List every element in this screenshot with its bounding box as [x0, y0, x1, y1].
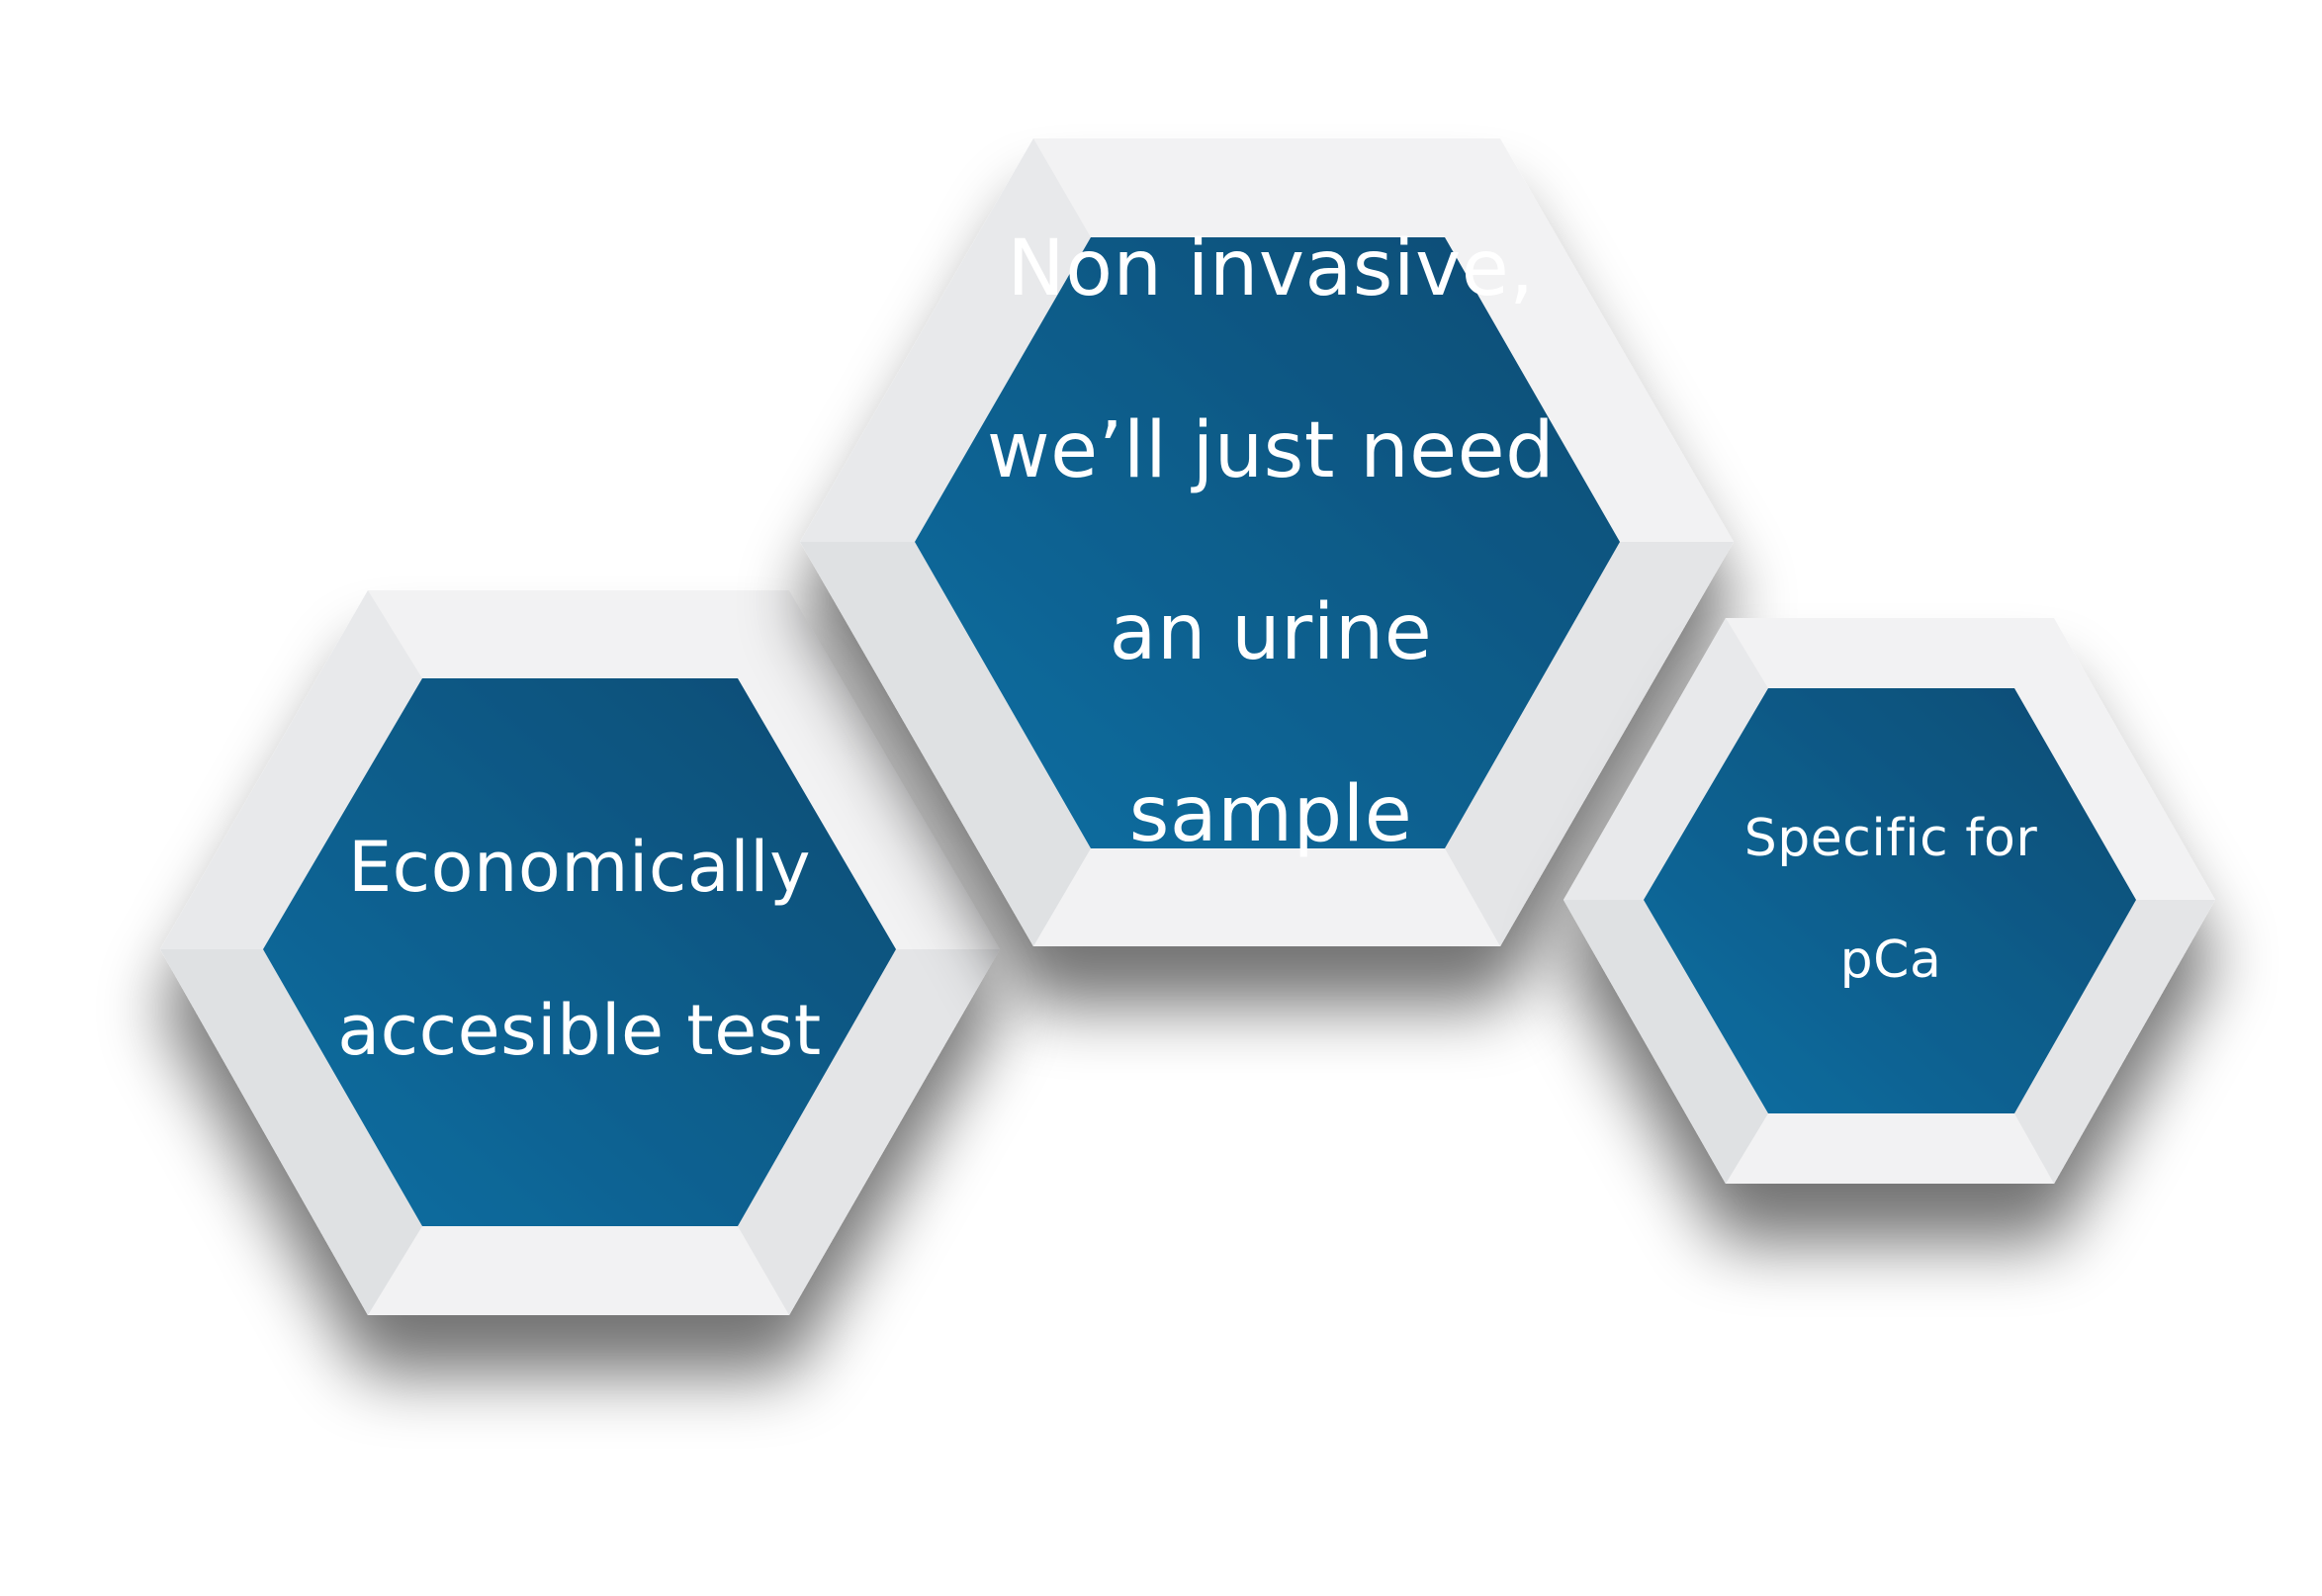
frame-facet-right-bottom	[738, 949, 1000, 1315]
label-line: we’ll just need	[986, 405, 1556, 495]
hexagon-inner	[915, 237, 1620, 848]
hexagon-label-specific-pca: Specific for pCa	[1644, 687, 2138, 1112]
label-line: Economically	[347, 827, 812, 909]
label-line: accesible test	[337, 990, 822, 1072]
hexagon-inner	[263, 678, 896, 1226]
label-line: sample	[1128, 770, 1413, 860]
hexagon-specific-pca	[1563, 618, 2215, 1184]
frame-facet-left-top	[800, 138, 1091, 542]
label-line: Specific for	[1743, 808, 2038, 868]
label-line: an urine	[1109, 588, 1433, 678]
frame-facet-left-bottom	[800, 542, 1091, 946]
hexagon-non-invasive	[800, 138, 1734, 946]
frame-facet-left-top	[1563, 618, 1768, 900]
hexagon-label-non-invasive: Non invasive, we’ll just need an urine s…	[915, 224, 1627, 859]
frame-facet-left-top	[160, 590, 422, 949]
hexagon-label-economically-accessible: Economically accesible test	[263, 672, 896, 1226]
hexagon-economically-accessible	[160, 590, 1000, 1315]
frame-facet-left-bottom	[1563, 900, 1768, 1184]
hexagon-inner	[1644, 688, 2136, 1113]
frame-facet-right-bottom	[1445, 542, 1734, 946]
frame-facet-left-bottom	[160, 949, 422, 1315]
frame-facet-right-bottom	[2014, 900, 2215, 1184]
label-line: Non invasive,	[1007, 223, 1535, 313]
label-line: pCa	[1839, 930, 1942, 990]
